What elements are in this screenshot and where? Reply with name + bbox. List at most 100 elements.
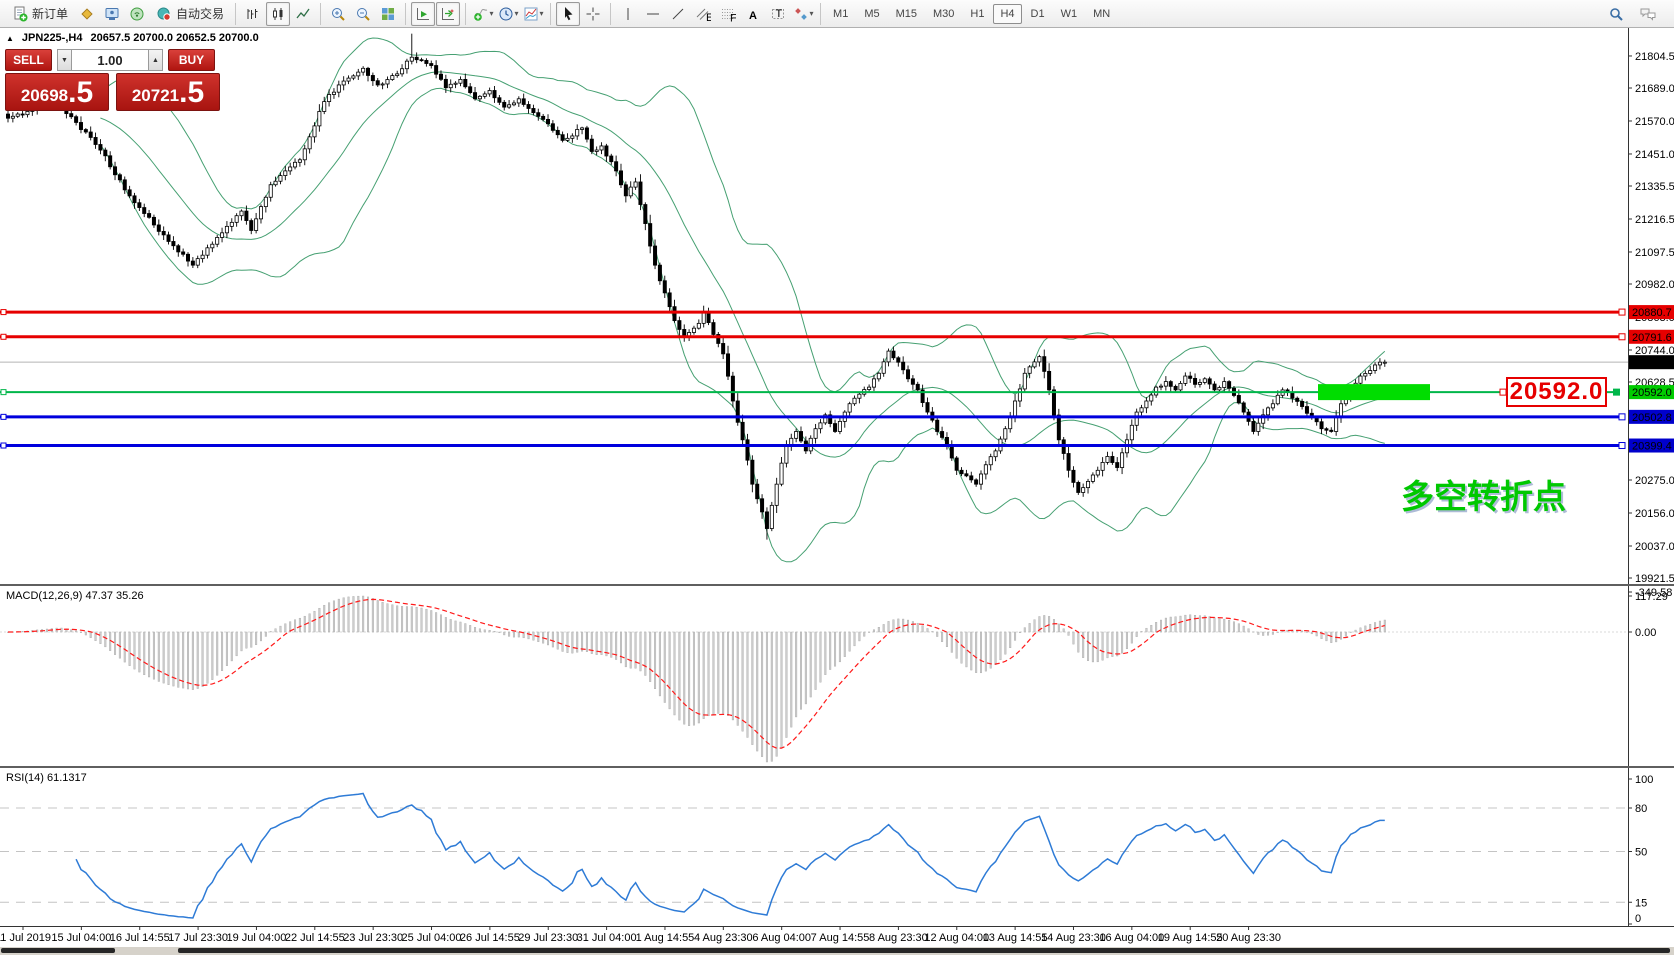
chart-expand-icon[interactable]: ▲	[6, 33, 14, 43]
price-badge	[1629, 329, 1674, 344]
price-tick-label: 21570.0	[1635, 116, 1674, 128]
price-tick-label: 19921.5	[1635, 573, 1674, 584]
timeframe-m30[interactable]: M30	[933, 7, 955, 20]
sell-price[interactable]: 20698.5	[5, 73, 109, 111]
buy-price[interactable]: 20721.5	[116, 73, 220, 111]
horizontal-line-icon	[645, 6, 661, 22]
chevron-down-icon: ▾	[809, 9, 814, 18]
price-tick-label: 20037.0	[1635, 541, 1674, 553]
trendline-icon	[670, 6, 686, 22]
arrows-tool[interactable]: ▾	[791, 2, 815, 26]
horizontal-scrollbar[interactable]	[0, 947, 1674, 955]
price-badge	[1629, 385, 1674, 400]
volume-increase-button[interactable]: ▲	[148, 49, 163, 71]
volume-input[interactable]	[72, 49, 148, 71]
new-order-button[interactable]: 新订单	[6, 2, 74, 26]
price-badge-text: 20399.4	[1632, 441, 1672, 453]
fibonacci-tool[interactable]: F	[716, 2, 740, 26]
price-tick-label: 21216.5	[1635, 214, 1674, 226]
volume-decrease-button[interactable]: ▼	[57, 49, 72, 71]
panel-separator[interactable]	[0, 766, 1674, 768]
zoom-in-icon	[330, 6, 346, 22]
time-axis-label: 4 Aug 23:30	[694, 932, 753, 944]
time-axis-label: 15 Jul 04:00	[51, 932, 111, 944]
trendline-tool[interactable]	[666, 2, 690, 26]
chat-button[interactable]	[1636, 2, 1660, 26]
timeframe-m15[interactable]: M15	[895, 7, 917, 20]
timeframe-mn[interactable]: MN	[1093, 7, 1111, 20]
time-axis-label: 17 Jul 23:30	[168, 932, 228, 944]
templates-button[interactable]: ▾	[521, 2, 545, 26]
line-left-marker	[0, 413, 7, 420]
buy-button[interactable]: BUY	[168, 49, 215, 71]
time-axis-label: 23 Jul 23:30	[343, 932, 403, 944]
main-chart-surface[interactable]: 21804.5 21689.0 21570.0 21451.0 21335.5 21216…	[0, 28, 1674, 584]
equidistant-channel-icon: E	[695, 6, 711, 22]
toolbar-separator	[405, 2, 407, 25]
chart-style-button[interactable]	[75, 2, 99, 26]
time-axis-label: 16 Jul 14:55	[110, 932, 170, 944]
price-tick-label: 21804.5	[1635, 51, 1674, 63]
price-badge	[1629, 438, 1674, 453]
toolbar-separator	[235, 2, 237, 25]
line-chart-mode-button[interactable]	[291, 2, 315, 26]
channel-tool[interactable]: E	[691, 2, 715, 26]
buy-price-frac: .5	[179, 76, 205, 109]
candlestick-icon	[270, 6, 286, 22]
annotation-text: 多空转折点	[1401, 478, 1566, 515]
symbol-name: JPN225-,H4	[21, 32, 83, 44]
panel-separator[interactable]	[0, 584, 1674, 586]
text-tool[interactable]: A	[741, 2, 765, 26]
search-icon	[1608, 6, 1624, 22]
time-axis-label: 16 Aug 04:00	[1099, 932, 1164, 944]
cursor-tool-button[interactable]	[556, 1, 581, 26]
highlight-zone[interactable]	[1318, 384, 1430, 401]
scrollbar-thumb[interactable]	[178, 948, 1670, 953]
rsi-surface[interactable]: 100 80 50 15 0	[0, 768, 1674, 926]
macd-axis-label: 0.00	[1635, 627, 1656, 639]
rsi-line	[75, 792, 1385, 919]
time-axis-label: 20 Aug 23:30	[1216, 932, 1281, 944]
text-label-tool[interactable]: T	[766, 2, 790, 26]
bar-chart-mode-button[interactable]	[241, 2, 265, 26]
price-tick-label: 20982.0	[1635, 279, 1674, 291]
search-button[interactable]	[1604, 2, 1628, 26]
timeframe-h4[interactable]: H4	[993, 3, 1022, 24]
macd-surface[interactable]: 117.29 0.00 -349.58	[0, 586, 1674, 766]
time-axis[interactable]: 11 Jul 2019 15 Jul 04:00 16 Jul 14:55 17 Ju…	[0, 926, 1674, 947]
line-left-marker	[0, 442, 7, 449]
vertical-line-tool[interactable]	[616, 2, 640, 26]
line-right-marker	[1618, 308, 1626, 316]
chart-shift-button[interactable]	[436, 1, 461, 26]
auto-trading-button[interactable]: 自动交易	[150, 2, 230, 26]
timeframe-d1[interactable]: D1	[1030, 7, 1045, 20]
profile-button[interactable]	[100, 2, 124, 26]
price-badge-text: 20880.7	[1632, 307, 1672, 319]
signals-button[interactable]	[125, 2, 149, 26]
rsi-axis-label: 0	[1635, 913, 1641, 925]
horizontal-line-tool[interactable]	[641, 2, 665, 26]
timeframe-m5[interactable]: M5	[864, 7, 880, 20]
price-badge-text: 20592.0	[1632, 387, 1672, 399]
time-axis-label: 12 Aug 04:00	[924, 932, 989, 944]
auto-scroll-button[interactable]	[411, 1, 436, 26]
line-right-marker	[1618, 333, 1626, 341]
timeframe-m1[interactable]: M1	[833, 7, 849, 20]
scrollbar-thumb[interactable]	[1, 948, 115, 953]
timeframe-h1[interactable]: H1	[970, 7, 985, 20]
timeframe-group: M1 M5 M15 M30 H1 H4 D1 W1 MN	[826, 3, 1117, 24]
zoom-in-button[interactable]	[326, 2, 350, 26]
sell-button[interactable]: SELL	[5, 49, 52, 71]
candlestick-mode-button[interactable]	[266, 1, 291, 26]
periods-button[interactable]: ▾	[496, 2, 520, 26]
ohlc-values: 20657.5 20700.0 20652.5 20700.0	[90, 32, 259, 44]
indicators-button[interactable]: ▾	[471, 2, 495, 26]
chart-title: ▲ JPN225-,H4 20657.5 20700.0 20652.5 207…	[6, 32, 259, 44]
zoom-out-button[interactable]	[351, 2, 375, 26]
crosshair-tool-button[interactable]	[581, 2, 605, 26]
price-tick-label: 20275.0	[1635, 475, 1674, 487]
gold-diamond-icon	[79, 6, 95, 22]
tile-windows-button[interactable]	[376, 2, 400, 26]
macd-histogram	[6, 595, 1386, 763]
timeframe-w1[interactable]: W1	[1060, 7, 1078, 20]
